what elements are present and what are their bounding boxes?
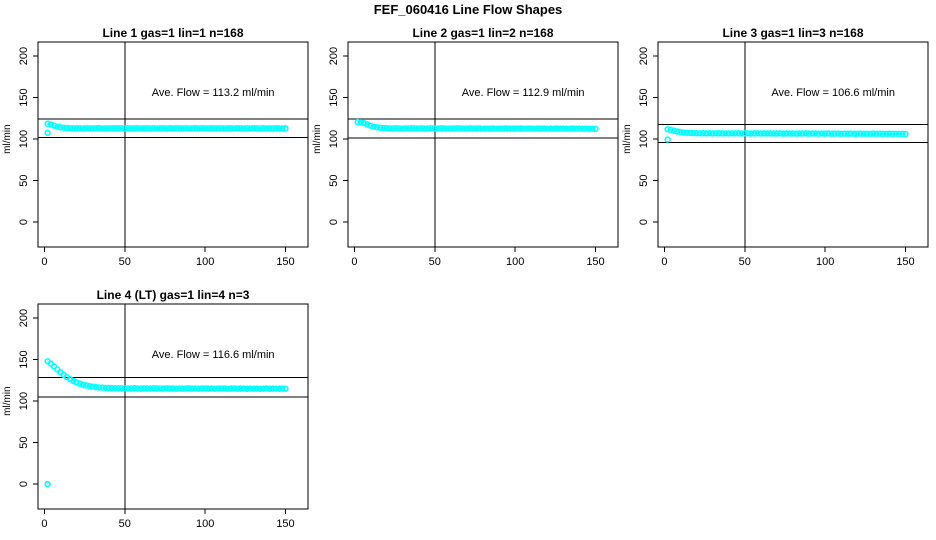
svg-text:0: 0 xyxy=(18,481,30,487)
subplot-line-4: 0 50 100 150 0 50 100 150 200 ml/min Ave. Flow = 1… xyxy=(2,284,312,540)
subplot-line-1: 0 50 100 150 0 50 100 150 200 ml/min Ave. Flow = 1… xyxy=(2,22,312,278)
svg-text:100: 100 xyxy=(328,130,340,148)
svg-text:150: 150 xyxy=(328,88,340,106)
subplot-line-2-chart: 0 50 100 150 0 50 100 150 200 ml/min Ave. Flow = 1… xyxy=(312,41,619,268)
svg-text:200: 200 xyxy=(638,47,650,65)
svg-text:0: 0 xyxy=(41,256,47,268)
svg-text:100: 100 xyxy=(18,130,30,148)
svg-text:200: 200 xyxy=(18,47,30,65)
figure-title: FEF_060416 Line Flow Shapes xyxy=(373,2,563,17)
svg-text:0: 0 xyxy=(661,256,667,268)
subplot-line-4-title: Line 4 (LT) gas=1 lin=4 n=3 xyxy=(96,288,250,302)
svg-text:200: 200 xyxy=(328,47,340,65)
subplot-line-1-title: Line 1 gas=1 lin=1 n=168 xyxy=(102,26,244,40)
svg-text:50: 50 xyxy=(18,174,30,186)
svg-text:ml/min: ml/min xyxy=(2,386,13,415)
svg-text:0: 0 xyxy=(41,518,47,530)
svg-text:100: 100 xyxy=(18,392,30,410)
svg-text:150: 150 xyxy=(18,350,30,368)
svg-text:100: 100 xyxy=(196,518,214,530)
svg-text:ml/min: ml/min xyxy=(312,124,323,153)
svg-text:50: 50 xyxy=(429,256,441,268)
svg-text:0: 0 xyxy=(351,256,357,268)
svg-text:Ave. Flow = 116.6 ml/min: Ave. Flow = 116.6 ml/min xyxy=(152,349,275,361)
svg-text:50: 50 xyxy=(328,174,340,186)
svg-text:100: 100 xyxy=(506,256,524,268)
subplot-line-2-title: Line 2 gas=1 lin=2 n=168 xyxy=(412,26,554,40)
svg-text:150: 150 xyxy=(276,518,294,530)
svg-text:50: 50 xyxy=(739,256,751,268)
svg-text:150: 150 xyxy=(276,256,294,268)
svg-text:150: 150 xyxy=(18,88,30,106)
svg-text:ml/min: ml/min xyxy=(2,124,13,153)
svg-text:Ave. Flow = 112.9 ml/min: Ave. Flow = 112.9 ml/min xyxy=(462,87,585,99)
svg-text:50: 50 xyxy=(638,174,650,186)
svg-text:Ave. Flow = 106.6 ml/min: Ave. Flow = 106.6 ml/min xyxy=(771,87,895,99)
svg-text:0: 0 xyxy=(328,219,340,225)
subplot-line-3-title: Line 3 gas=1 lin=3 n=168 xyxy=(722,26,864,40)
svg-text:150: 150 xyxy=(586,256,604,268)
svg-text:150: 150 xyxy=(896,256,914,268)
subplot-line-3: 0 50 100 150 0 50 100 150 200 ml/min Ave. Flow = 1… xyxy=(622,22,932,278)
subplot-line-4-chart: 0 50 100 150 0 50 100 150 200 ml/min Ave. Flow = 1… xyxy=(2,303,309,530)
svg-text:100: 100 xyxy=(638,130,650,148)
svg-text:ml/min: ml/min xyxy=(622,124,633,153)
svg-text:0: 0 xyxy=(18,219,30,225)
subplot-line-3-chart: 0 50 100 150 0 50 100 150 200 ml/min Ave. Flow = 1… xyxy=(622,41,929,268)
svg-text:100: 100 xyxy=(816,256,834,268)
svg-text:200: 200 xyxy=(18,309,30,327)
subplot-line-2: 0 50 100 150 0 50 100 150 200 ml/min Ave. Flow = 1… xyxy=(312,22,622,278)
svg-text:0: 0 xyxy=(638,219,650,225)
svg-text:50: 50 xyxy=(119,256,131,268)
svg-text:Ave. Flow = 113.2 ml/min: Ave. Flow = 113.2 ml/min xyxy=(152,87,275,99)
svg-text:50: 50 xyxy=(119,518,131,530)
svg-text:150: 150 xyxy=(638,88,650,106)
svg-text:100: 100 xyxy=(196,256,214,268)
svg-text:50: 50 xyxy=(18,436,30,448)
subplot-line-1-chart: 0 50 100 150 0 50 100 150 200 ml/min Ave. Flow = 1… xyxy=(2,41,309,268)
